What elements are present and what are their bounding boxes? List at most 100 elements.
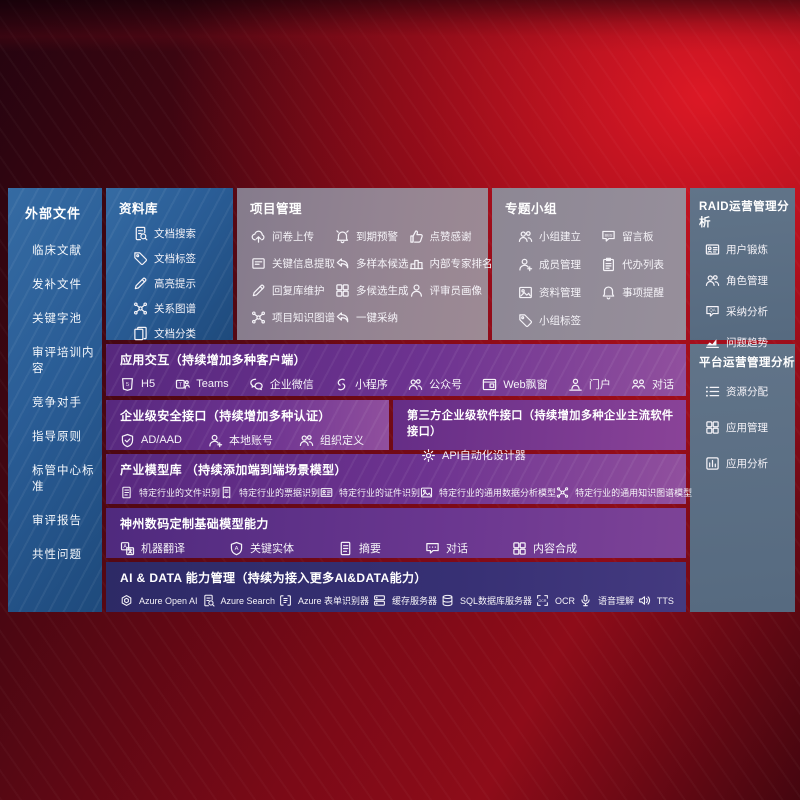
people-icon (705, 273, 720, 288)
aidata-items: Azure Open AI Azure Search Azure 表单识别器 缓存服务… (120, 594, 674, 607)
sidebar-item: 指导原则 (32, 431, 82, 443)
cloud-up-icon (251, 229, 266, 244)
feature-label: 文档标签 (154, 253, 196, 265)
feature-item: 问卷上传 (251, 229, 335, 244)
feature-item: QA 采纳分析 (705, 304, 795, 319)
feature-item: 代办列表 (601, 257, 678, 272)
panel-project-management: 项目管理 问卷上传 到期预警 点赞感谢 关键信息提取 多样本候选 内部专家排名 回复库维护 多… (237, 188, 493, 340)
chat-people-icon (631, 377, 646, 392)
feature-label: Azure Search (220, 595, 276, 606)
feature-label: 问卷上传 (272, 231, 314, 243)
feature-label: 组织定义 (319, 435, 364, 447)
feature-item: 特定行业的票据识别 (220, 486, 320, 499)
feature-label: 内部专家排名 (429, 258, 493, 270)
feature-label: API自动化设计器 (442, 450, 526, 462)
feature-item: 多候选生成 (335, 283, 409, 298)
feature-label: 应用分析 (726, 458, 768, 470)
svg-text:A: A (123, 543, 127, 549)
feature-label: 关键信息提取 (272, 258, 335, 270)
feature-label: 一键采纳 (356, 312, 398, 324)
chart-box-icon (705, 456, 720, 471)
feature-label: SQL数据库服务器 (459, 596, 532, 606)
thumb-icon (409, 229, 424, 244)
feature-label: 特定行业的票据识别 (239, 488, 321, 498)
feature-item: 缓存服务器 (373, 594, 437, 607)
image-icon (420, 486, 433, 499)
sidebar-item: 临床文献 (32, 245, 82, 257)
feature-label: 采纳分析 (726, 306, 768, 318)
feature-label: 到期预警 (356, 231, 398, 243)
feature-item: 高亮提示 (133, 276, 233, 291)
feature-label: 应用管理 (726, 422, 768, 434)
panel-repository: 资料库 文档搜索 文档标签 高亮提示 关系图谱 文档分类 (106, 188, 233, 341)
feature-label: 角色管理 (726, 275, 768, 287)
feature-label: 公众号 (429, 379, 463, 391)
feature-label: 资料管理 (539, 287, 581, 299)
list-icon (705, 384, 720, 399)
feature-item: Azure Search (202, 594, 276, 607)
row-title: 第三方企业级软件接口（持续增加多种企业主流软件接口） (407, 410, 674, 438)
feature-label: 关键实体 (250, 543, 294, 555)
graph-icon (556, 486, 569, 499)
feature-item: Azure Open AI (120, 594, 198, 607)
person-icon (409, 283, 424, 298)
id-card-icon (705, 242, 720, 257)
panel-external-files: 外部文件 临床文献 发补文件 关键字池 审评培训内容 竞争对手 指导原则 标管中心标准 审评报… (8, 188, 102, 612)
feature-label: 文档搜索 (154, 228, 196, 240)
feature-label: 事项提醒 (622, 287, 665, 299)
feature-label: 用户锻炼 (726, 244, 768, 256)
feature-item: 对话 (631, 376, 674, 392)
feature-label: 多样本候选 (356, 258, 409, 270)
feature-item: SQL数据库服务器 (441, 594, 532, 607)
receipt-icon (220, 486, 233, 499)
reply-icon (335, 256, 350, 271)
raid-items: 用户锻炼 角色管理 QA 采纳分析 问题趋势 (705, 242, 795, 350)
sidebar-item: 发补文件 (32, 279, 82, 291)
feature-item: 多样本候选 (335, 256, 409, 271)
thirdparty-items: API自动化设计器 (421, 447, 674, 463)
external-files-list: 临床文献 发补文件 关键字池 审评培训内容 竞争对手 指导原则 标管中心标准 审评报告 共性问题 (32, 242, 102, 562)
feature-label: 评审员画像 (429, 285, 483, 297)
graph-icon (133, 301, 148, 316)
panel-title: 项目管理 (250, 202, 303, 216)
feature-item: 企业微信 (249, 376, 314, 392)
feature-item: 内部专家排名 (409, 256, 493, 271)
feature-label: Web飘窗 (503, 379, 548, 391)
openai-icon (120, 594, 133, 607)
feature-item: 用户锻炼 (705, 242, 795, 257)
feature-item: 评审员画像 (409, 283, 493, 298)
feature-label: 对话 (651, 379, 674, 391)
pen-icon (133, 276, 148, 291)
feature-item: A 机器翻译 (120, 540, 185, 556)
person-add-icon (518, 257, 533, 272)
row-title: AI & DATA 能力管理（持续为接入更多AI&DATA能力） (120, 571, 427, 585)
feature-item: 到期预警 (335, 229, 409, 244)
screen-shadow-band (0, 0, 800, 52)
panel-raid-analysis: RAID运营管理分析 用户锻炼 角色管理 QA 采纳分析 问题趋势 (690, 188, 795, 349)
feature-label: 缓存服务器 (392, 596, 438, 606)
feature-label: 特定行业的证件识别 (339, 488, 421, 498)
tts-icon (638, 594, 651, 607)
trend-icon (705, 335, 720, 350)
sidebar-item: 竞争对手 (32, 397, 82, 409)
brackets-icon (279, 594, 292, 607)
interaction-items: 5 H5 T Teams 企业微信 小程序 公众号 Web飘窗 门户 对话 (120, 376, 674, 392)
row-title: 应用交互（持续增加多种客户端） (120, 353, 307, 367)
doc-search-icon (202, 594, 215, 607)
svg-text:OCR: OCR (539, 599, 547, 603)
industry-items: 特定行业的文件识别 特定行业的票据识别 特定行业的证件识别 特定行业的通用数据分析模型… (120, 486, 692, 499)
feature-label: 企业微信 (269, 379, 314, 391)
id-card-icon (320, 486, 333, 499)
feature-item: Azure 表单识别器 (279, 594, 369, 607)
feature-label: AD/AAD (141, 434, 182, 446)
feature-item: 特定行业的通用数据分析模型 (420, 486, 556, 499)
panel-topic-groups: 专题小组 小组建立 BBS 留言板 成员管理 代办列表 资料管理 事项提醒 小组标签 (492, 188, 686, 340)
tag-icon (518, 313, 533, 328)
feature-label: 成员管理 (539, 259, 581, 271)
feature-label: 机器翻译 (141, 543, 185, 555)
feature-label: 回复库维护 (272, 285, 325, 297)
feature-item: 资源分配 (705, 384, 795, 399)
feature-item: 文档搜索 (133, 226, 233, 241)
row-app-interaction: 应用交互（持续增加多种客户端） 5 H5 T Teams 企业微信 小程序 公众号 Web飘窗… (106, 344, 686, 396)
